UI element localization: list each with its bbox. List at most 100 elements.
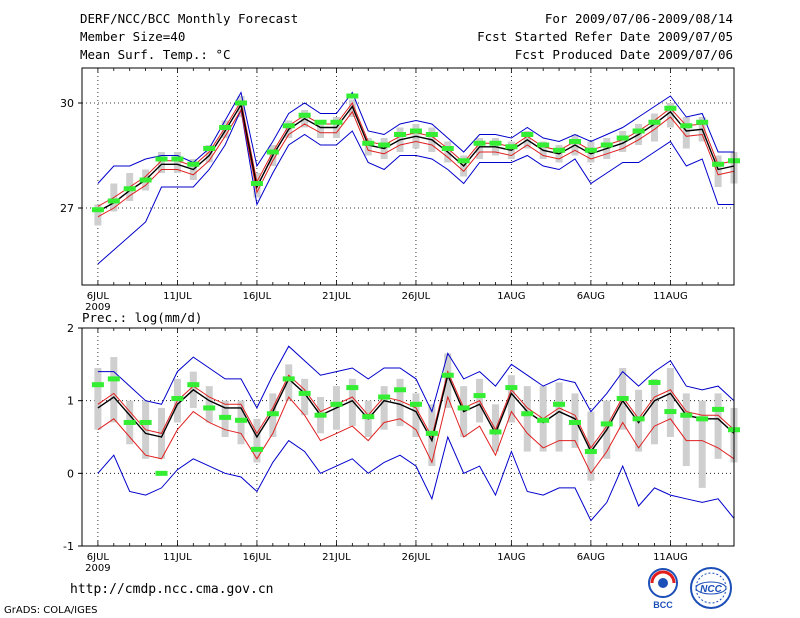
climatology-marker xyxy=(330,401,343,407)
series-max-line xyxy=(97,345,735,414)
x-tick-label: 1AUG xyxy=(497,552,525,563)
x-tick-label: 21JUL xyxy=(322,552,351,563)
spread-box xyxy=(444,353,452,408)
spread-box xyxy=(682,393,690,467)
climatology-marker xyxy=(441,146,454,151)
spread-box xyxy=(412,393,420,437)
climatology-marker xyxy=(584,449,597,455)
climatology-marker xyxy=(600,142,613,148)
climatology-marker xyxy=(346,93,359,99)
panel-temperature: 6JUL 11JUL 16JUL 21JUL 26JUL 1AUG 6AUG 11AUG 200… xyxy=(60,67,740,313)
climatology-marker xyxy=(441,372,454,378)
y-tick-label: -1 xyxy=(63,540,74,553)
climatology-marker xyxy=(171,156,184,162)
climatology-marker xyxy=(107,376,120,382)
climatology-marker xyxy=(219,125,232,130)
spread-box xyxy=(205,386,213,423)
climatology-marker xyxy=(123,186,136,192)
climatology-marker xyxy=(616,135,629,141)
climatology-marker xyxy=(425,430,438,436)
climatology-marker xyxy=(457,405,470,411)
climatology-marker xyxy=(235,417,248,423)
variable-label-bottom: Prec.: log(mm/d) xyxy=(82,310,202,325)
series-spread-low-line xyxy=(97,395,735,475)
climatology-marker xyxy=(568,419,581,425)
climatology-marker xyxy=(362,414,375,420)
climatology-marker xyxy=(712,406,725,412)
series-mean-line xyxy=(97,373,735,453)
climatology-marker xyxy=(235,100,248,106)
x-year-label: 2009 xyxy=(85,563,110,574)
spread-box xyxy=(682,117,690,149)
forecast-start-date: Fcst Started Refer Date 2009/07/05 xyxy=(477,29,733,44)
spread-box xyxy=(285,364,293,401)
series-min-line xyxy=(97,108,734,265)
series-max-line xyxy=(97,91,734,184)
climatology-marker xyxy=(330,119,343,125)
climatology-marker xyxy=(712,161,725,167)
spread-box xyxy=(253,418,261,463)
x-tick-label: 6AUG xyxy=(577,291,605,302)
panel-precipitation: 6JUL 11JUL 16JUL 21JUL 26JUL 1AUG 6AUG 11AUG 200… xyxy=(63,322,740,574)
climatology-marker xyxy=(139,419,152,425)
climatology-marker xyxy=(187,382,200,388)
x-tick-label: 6AUG xyxy=(577,552,605,563)
climatology-marker xyxy=(250,181,263,186)
climatology-marker xyxy=(425,132,438,137)
climatology-marker xyxy=(298,112,311,118)
spread-box xyxy=(666,103,674,128)
spread-box xyxy=(317,120,325,138)
climatology-marker xyxy=(346,385,359,391)
spread-box xyxy=(714,155,722,187)
x-tick-label: 21JUL xyxy=(322,291,351,302)
climatology-marker xyxy=(298,390,311,396)
series-spread-high-line xyxy=(97,370,735,449)
grads-credit: GrADS: COLA/IGES xyxy=(4,605,98,616)
climatology-marker xyxy=(91,382,104,388)
climatology-marker xyxy=(632,416,645,422)
x-tick-label: 6JUL xyxy=(87,552,110,563)
climatology-marker xyxy=(378,394,391,400)
climatology-marker xyxy=(266,149,279,155)
spread-box xyxy=(619,131,627,152)
climatology-marker xyxy=(489,140,502,146)
climatology-marker xyxy=(664,409,677,415)
climatology-marker xyxy=(584,147,597,153)
x-tick-label: 11JUL xyxy=(163,552,192,563)
spread-box xyxy=(666,367,674,437)
climatology-marker xyxy=(282,123,295,129)
climatology-marker xyxy=(680,412,693,418)
climatology-marker xyxy=(250,446,263,452)
climatology-marker xyxy=(203,405,216,411)
spread-box xyxy=(94,367,102,430)
climatology-marker xyxy=(409,401,422,407)
source-url[interactable]: http://cmdp.ncc.cma.gov.cn xyxy=(70,582,274,597)
climatology-marker xyxy=(553,401,566,407)
x-year-label: 2009 xyxy=(85,302,110,313)
climatology-marker xyxy=(409,128,422,134)
x-tick-label: 6JUL xyxy=(87,291,110,302)
climatology-marker xyxy=(648,119,661,125)
spread-box xyxy=(523,386,531,452)
x-tick-label: 11AUG xyxy=(653,291,688,302)
spread-box xyxy=(205,145,213,163)
climatology-marker xyxy=(505,144,518,150)
y-tick-label: 27 xyxy=(60,202,74,215)
climatology-marker xyxy=(171,395,184,401)
spread-box xyxy=(110,357,118,423)
bcc-logo: BCC xyxy=(648,568,678,610)
ncc-logo: NCC xyxy=(690,567,732,609)
climatology-marker xyxy=(505,385,518,391)
spread-box xyxy=(476,138,484,159)
spread-box xyxy=(301,378,309,416)
spread-box xyxy=(396,378,404,427)
climatology-marker xyxy=(187,161,200,167)
climatology-marker xyxy=(696,119,709,125)
x-tick-label: 11JUL xyxy=(163,291,192,302)
x-tick-label: 26JUL xyxy=(402,291,431,302)
climatology-marker xyxy=(553,147,566,153)
plot-frame xyxy=(81,327,735,547)
spread-box xyxy=(714,393,722,459)
climatology-marker xyxy=(91,207,104,213)
climatology-marker xyxy=(282,376,295,382)
